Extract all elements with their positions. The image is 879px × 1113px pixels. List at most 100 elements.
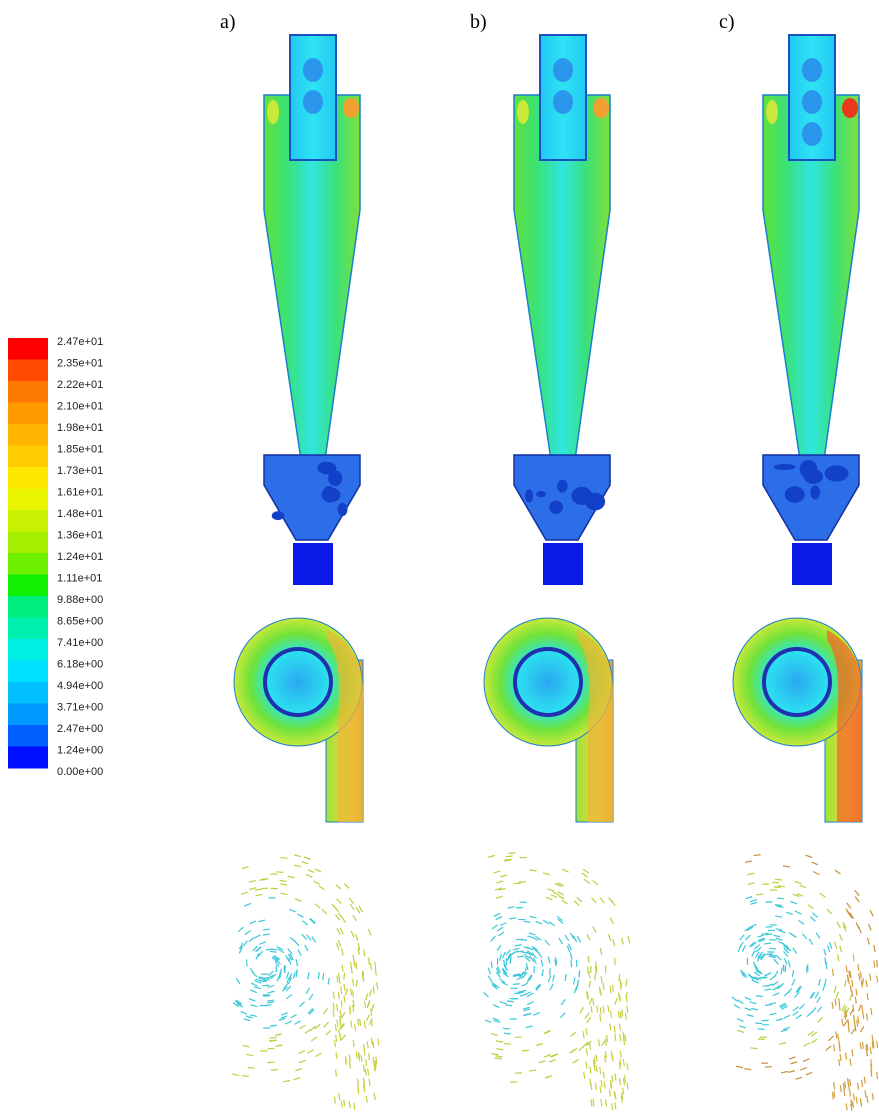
velocity-vector xyxy=(366,1096,367,1103)
velocity-vector xyxy=(795,881,802,883)
velocity-vector xyxy=(860,1026,864,1032)
panel: b) xyxy=(470,11,630,1110)
velocity-vector xyxy=(815,992,818,998)
velocity-vector xyxy=(238,927,243,932)
velocity-vector xyxy=(496,917,502,920)
velocity-vector xyxy=(363,1065,364,1072)
velocity-vector xyxy=(794,992,799,997)
velocity-vector xyxy=(326,1030,331,1035)
velocity-vector xyxy=(837,922,841,928)
velocity-vector xyxy=(850,994,852,1001)
velocity-vector xyxy=(609,897,613,903)
velocity-vector xyxy=(356,907,360,913)
velocity-vector xyxy=(351,966,352,973)
velocity-vector xyxy=(353,1040,354,1047)
colorbar-swatch xyxy=(8,618,48,640)
velocity-vector xyxy=(358,1019,359,1026)
velocity-vector xyxy=(495,1056,502,1057)
velocity-vector xyxy=(835,999,836,1006)
velocity-vector xyxy=(870,910,873,916)
velocity-vector xyxy=(622,1010,623,1017)
velocity-vector xyxy=(789,1057,796,1059)
colorbar-swatch xyxy=(8,510,48,532)
velocity-vector xyxy=(497,945,501,951)
velocity-vector xyxy=(571,960,572,967)
velocity-vector xyxy=(504,1043,511,1044)
colorbar-swatch xyxy=(8,381,48,403)
vortex-core xyxy=(802,58,822,82)
hot-spot xyxy=(842,98,858,118)
velocity-vector xyxy=(369,1053,370,1060)
velocity-vector xyxy=(371,1019,372,1026)
velocity-vector xyxy=(288,949,292,954)
velocity-vector xyxy=(853,954,854,961)
velocity-vector xyxy=(365,1001,366,1008)
velocity-vector xyxy=(322,909,327,914)
colorbar-label: 1.11e+01 xyxy=(57,572,102,584)
velocity-vector xyxy=(807,1012,812,1017)
velocity-vector xyxy=(615,1034,616,1041)
velocity-vector xyxy=(603,1072,604,1079)
velocity-vector xyxy=(315,904,321,908)
velocity-vector xyxy=(586,1028,587,1035)
velocity-vector xyxy=(536,1043,543,1045)
velocity-vector xyxy=(249,937,254,941)
velocity-vector xyxy=(364,949,365,956)
velocity-vector xyxy=(354,1103,355,1110)
velocity-vector xyxy=(766,954,773,955)
velocity-vector xyxy=(622,938,624,945)
velocity-vector xyxy=(866,980,867,987)
vortex-core xyxy=(303,58,323,82)
velocity-vector xyxy=(251,983,257,986)
velocity-vector xyxy=(353,915,357,921)
velocity-vector xyxy=(562,869,568,872)
velocity-vector xyxy=(607,1035,608,1042)
velocity-vector xyxy=(774,887,781,888)
velocity-vector xyxy=(258,920,265,922)
velocity-vector xyxy=(539,1061,546,1063)
velocity-vector xyxy=(600,1067,601,1074)
velocity-vector xyxy=(370,963,371,970)
velocity-vector xyxy=(372,1004,374,1011)
panel-label: b) xyxy=(470,11,487,33)
velocity-vector xyxy=(497,927,503,931)
velocity-vector xyxy=(294,941,299,946)
velocity-vector xyxy=(813,872,819,875)
velocity-vector xyxy=(790,1062,797,1064)
colorbar-label: 1.61e+01 xyxy=(57,486,103,498)
hot-spot xyxy=(766,100,778,124)
velocity-vector xyxy=(356,980,357,987)
velocity-vector xyxy=(786,912,793,914)
velocity-vector xyxy=(593,926,596,932)
velocity-vector xyxy=(240,1011,246,1014)
velocity-vector xyxy=(337,976,338,983)
velocity-vector xyxy=(336,1035,337,1042)
velocity-vector xyxy=(337,1020,338,1027)
velocity-vector xyxy=(839,934,842,940)
velocity-vector xyxy=(811,862,817,865)
hopper-blob xyxy=(338,503,348,516)
velocity-vector xyxy=(816,933,820,939)
velocity-vector xyxy=(851,1028,855,1034)
velocity-vector xyxy=(870,1047,871,1054)
velocity-vector xyxy=(488,976,492,982)
velocity-vector xyxy=(740,942,744,948)
velocity-vector xyxy=(834,1044,835,1051)
velocity-vector xyxy=(337,943,339,950)
velocity-vector xyxy=(812,913,817,918)
velocity-vector xyxy=(270,1040,277,1041)
hot-spot xyxy=(267,100,279,124)
hot-spot xyxy=(517,100,529,124)
velocity-vector xyxy=(784,1015,790,1018)
velocity-vector xyxy=(294,855,301,857)
colorbar-swatch xyxy=(8,596,48,618)
velocity-vector xyxy=(586,1062,587,1069)
velocity-vector xyxy=(587,1017,591,1023)
velocity-vector xyxy=(783,866,790,867)
velocity-vector xyxy=(872,1093,873,1100)
velocity-vector xyxy=(599,1039,600,1046)
velocity-vector xyxy=(627,1063,628,1070)
velocity-vector xyxy=(596,1065,597,1072)
velocity-vector xyxy=(773,993,779,996)
vortex-core xyxy=(303,90,323,114)
